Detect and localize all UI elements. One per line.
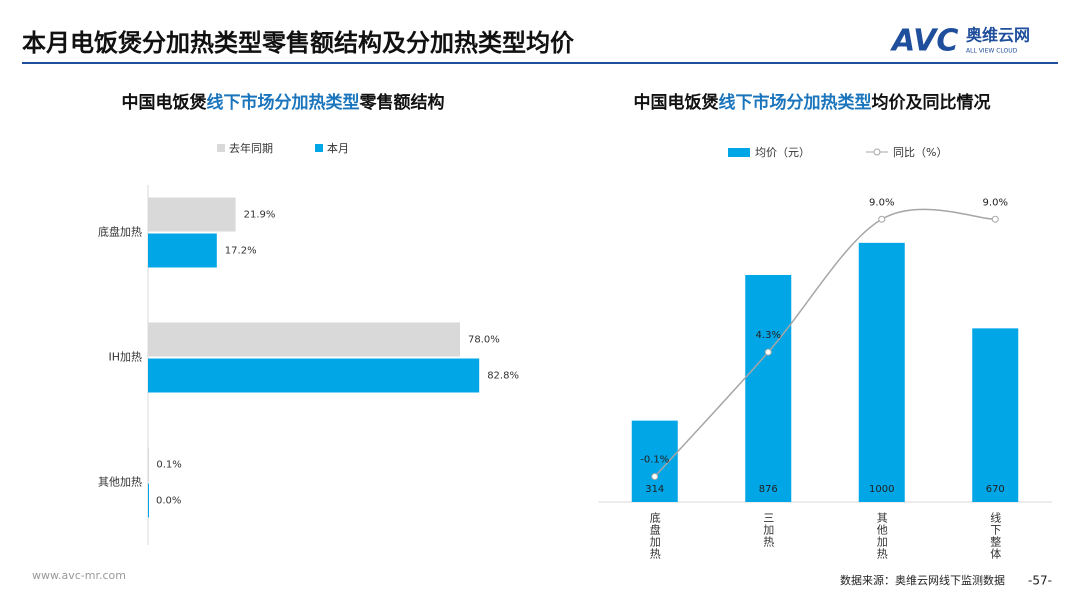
legend-label: 均价（元） [755, 146, 810, 159]
chart-title-part: 零售额结构 [359, 92, 445, 113]
value-label: 1000 [869, 484, 894, 495]
category-label: 线下整体 [989, 511, 1002, 560]
logo-mark: AVC [890, 24, 958, 59]
chart-title-part: 中国电饭煲 [634, 92, 720, 113]
value-label: 876 [759, 484, 778, 495]
legend-swatch [728, 148, 750, 157]
category-label: 三加热 [762, 512, 775, 548]
value-label: 670 [986, 484, 1005, 495]
category-label: 底盘加热 [98, 225, 142, 239]
line-marker [991, 215, 999, 223]
value-label: 82.8% [487, 371, 519, 382]
slide-title: 本月电饭煲分加热类型零售额结构及分加热类型均价 [22, 29, 575, 57]
legend-label: 本月 [327, 141, 349, 155]
value-label: 9.0% [869, 197, 894, 208]
line-marker [651, 473, 659, 481]
legend-marker [873, 148, 881, 156]
line-marker [764, 348, 772, 356]
value-label: 21.9% [244, 210, 276, 221]
legend-swatch [217, 144, 225, 152]
bar [148, 197, 236, 232]
category-label: 其他加热 [875, 512, 888, 560]
category-label: 底盘加热 [648, 511, 661, 560]
chart-title-part: 线下市场分加热类型 [207, 92, 360, 113]
logo-cn: 奥维云网 [966, 26, 1030, 45]
chart-title: 中国电饭煲线下市场分加热类型零售额结构 [122, 92, 445, 113]
value-label: -0.1% [640, 455, 669, 466]
value-label: 4.3% [756, 330, 781, 341]
chart-title-part: 均价及同比情况 [872, 92, 991, 113]
bar [148, 447, 149, 482]
line [654, 208, 996, 478]
source: 数据来源：奥维云网线下监测数据 [840, 573, 1005, 587]
bar [972, 328, 1019, 502]
value-label: 17.2% [225, 246, 257, 257]
bar [148, 358, 480, 393]
legend-swatch [315, 144, 323, 152]
legend-label: 同比（%） [893, 146, 947, 159]
chart-title-part: 线下市场分加热类型 [719, 92, 872, 113]
legend-label: 去年同期 [229, 141, 273, 155]
bar [148, 233, 217, 268]
value-label: 78.0% [468, 335, 500, 346]
category-label: 其他加热 [98, 476, 142, 489]
chart-title-part: 中国电饭煲 [122, 92, 208, 113]
website: www.avc-mr.com [32, 569, 126, 582]
page-number: -57- [1028, 574, 1052, 588]
chart-title: 中国电饭煲线下市场分加热类型均价及同比情况 [634, 92, 991, 113]
logo-en: ALL VIEW CLOUD [966, 48, 1018, 55]
bar [858, 242, 905, 503]
value-label: 0.1% [156, 460, 181, 471]
line-marker [878, 215, 886, 223]
category-label: IH加热 [108, 351, 142, 364]
bar [148, 483, 149, 518]
value-label: 314 [645, 484, 664, 495]
value-label: 0.0% [156, 496, 181, 507]
bar [745, 274, 792, 502]
value-label: 9.0% [983, 197, 1008, 208]
bar [631, 420, 678, 502]
bar [148, 322, 460, 357]
